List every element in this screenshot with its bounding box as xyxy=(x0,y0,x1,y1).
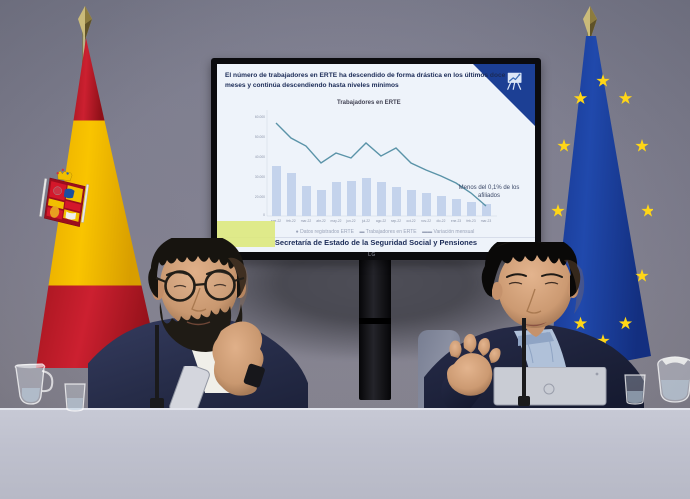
svg-text:0: 0 xyxy=(263,213,265,217)
svg-text:20.000: 20.000 xyxy=(255,195,265,199)
svg-text:oct-22: oct-22 xyxy=(406,219,415,223)
svg-text:nov-22: nov-22 xyxy=(421,219,431,223)
svg-text:dic-22: dic-22 xyxy=(437,219,446,223)
svg-text:jul-22: jul-22 xyxy=(361,219,370,223)
svg-text:50.000: 50.000 xyxy=(255,135,265,139)
svg-text:mar-23: mar-23 xyxy=(481,219,492,223)
svg-text:40.000: 40.000 xyxy=(255,155,265,159)
svg-text:60.000: 60.000 xyxy=(255,115,265,119)
svg-text:feb-22: feb-22 xyxy=(286,219,296,223)
svg-text:mar-22: mar-22 xyxy=(301,219,312,223)
svg-text:sep-22: sep-22 xyxy=(391,219,401,223)
svg-text:jun-22: jun-22 xyxy=(345,219,355,223)
svg-text:abr-22: abr-22 xyxy=(316,219,326,223)
svg-text:ene-23: ene-23 xyxy=(451,219,461,223)
svg-text:may-22: may-22 xyxy=(331,219,342,223)
svg-text:ago-22: ago-22 xyxy=(376,219,386,223)
svg-text:feb-23: feb-23 xyxy=(466,219,476,223)
svg-text:30.000: 30.000 xyxy=(255,175,265,179)
